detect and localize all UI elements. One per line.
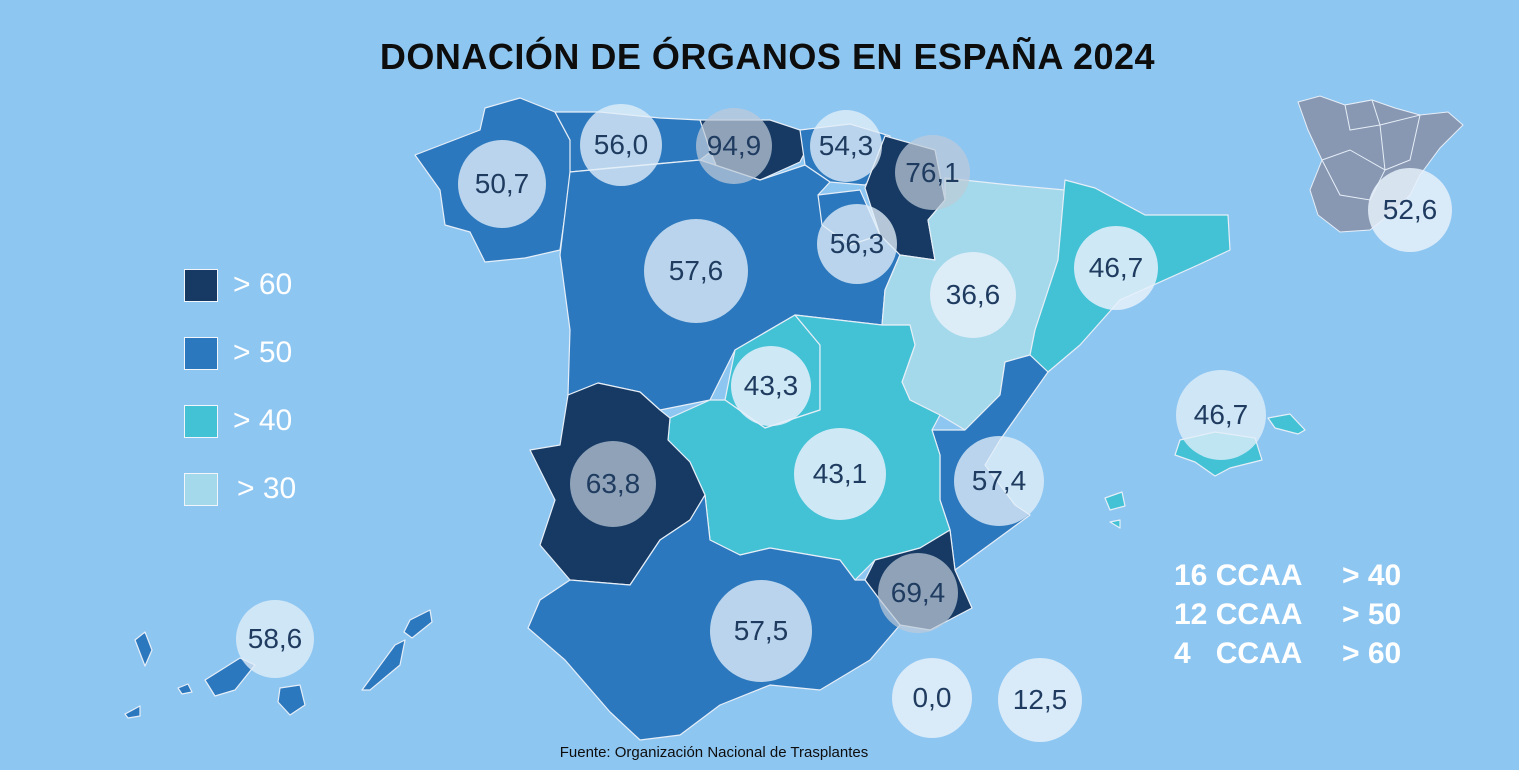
legend-item: > 50 <box>184 336 292 370</box>
region-canarias-lanzarote <box>403 609 433 639</box>
stats-row: 4 CCAA > 60 <box>1174 634 1401 673</box>
legend-item: > 60 <box>184 268 292 302</box>
value-bubble-valencia: 57,4 <box>954 436 1044 526</box>
value-bubble-castilla-leon: 57,6 <box>644 219 748 323</box>
legend-swatch <box>184 336 218 370</box>
value-bubble-asturias: 56,0 <box>580 104 662 186</box>
region-canarias-gran-canaria <box>277 684 306 716</box>
legend-item: > 30 <box>184 472 296 506</box>
stats-threshold: > 50 <box>1342 598 1402 631</box>
legend-label: > 50 <box>233 336 293 369</box>
region-ibiza <box>1104 491 1126 511</box>
legend-swatch <box>184 472 218 506</box>
value-bubble-navarra: 76,1 <box>895 135 970 210</box>
value-bubble-madrid: 43,3 <box>731 346 811 426</box>
stats-summary: 16 CCAA > 40 12 CCAA > 50 4 CCAA > 60 <box>1174 556 1401 673</box>
value-bubble-aragon: 36,6 <box>930 252 1016 338</box>
source-note: Fuente: Organización Nacional de Traspla… <box>559 744 869 761</box>
legend-item: > 40 <box>184 404 292 438</box>
value-bubble-baleares: 46,7 <box>1176 370 1266 460</box>
legend-label: > 30 <box>237 472 297 505</box>
stats-count: 12 CCAA <box>1174 598 1303 631</box>
legend-swatch <box>184 404 218 438</box>
value-bubble-cantabria: 94,9 <box>696 108 772 184</box>
region-canarias-tenerife <box>204 657 256 697</box>
stats-count: 16 CCAA <box>1174 559 1303 592</box>
value-bubble-pais-vasco: 54,3 <box>810 110 882 182</box>
region-canarias-la-gomera <box>177 683 193 695</box>
value-bubble-castilla-la-mancha: 43,1 <box>794 428 886 520</box>
value-bubble-galicia: 50,7 <box>458 140 546 228</box>
value-bubble-canarias: 58,6 <box>236 600 314 678</box>
value-bubble-extremadura: 63,8 <box>570 441 656 527</box>
value-bubble-melilla: 12,5 <box>998 658 1082 742</box>
legend-swatch <box>184 268 218 302</box>
stats-row: 12 CCAA > 50 <box>1174 595 1401 634</box>
value-bubble-espana: 52,6 <box>1368 168 1452 252</box>
value-bubble-la-rioja: 56,3 <box>817 204 897 284</box>
region-menorca <box>1267 413 1306 435</box>
value-bubble-cataluna: 46,7 <box>1074 226 1158 310</box>
region-formentera <box>1109 519 1121 529</box>
legend-label: > 40 <box>233 404 293 437</box>
stats-threshold: > 60 <box>1342 637 1402 670</box>
legend-label: > 60 <box>233 268 293 301</box>
value-bubble-murcia: 69,4 <box>878 553 958 633</box>
region-canarias-fuerteventura <box>361 639 406 691</box>
inset-spain-map <box>1297 95 1464 233</box>
page-title: DONACIÓN DE ÓRGANOS EN ESPAÑA 2024 <box>379 36 1156 77</box>
value-bubble-andalucia: 57,5 <box>710 580 812 682</box>
value-bubble-ceuta: 0,0 <box>892 658 972 738</box>
stats-threshold: > 40 <box>1342 559 1402 592</box>
region-canarias-el-hierro <box>124 705 141 719</box>
region-canarias-la-palma <box>134 631 153 667</box>
stats-count: 4 CCAA <box>1174 637 1303 670</box>
stats-row: 16 CCAA > 40 <box>1174 556 1401 595</box>
